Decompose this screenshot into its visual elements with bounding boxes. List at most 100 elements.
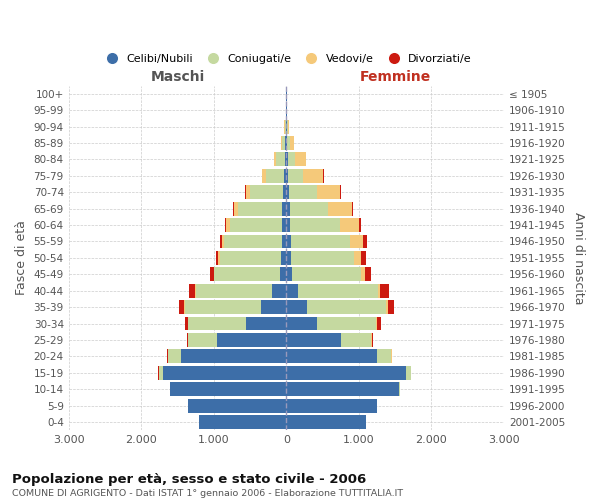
Bar bbox=[179, 300, 184, 314]
Bar bbox=[378, 284, 380, 298]
Bar bbox=[233, 202, 235, 215]
Bar bbox=[230, 218, 282, 232]
Bar bbox=[185, 300, 261, 314]
Text: COMUNE DI AGRIGENTO - Dati ISTAT 1° gennaio 2006 - Elaborazione TUTTITALIA.IT: COMUNE DI AGRIGENTO - Dati ISTAT 1° genn… bbox=[12, 489, 403, 498]
Bar bbox=[371, 333, 373, 347]
Bar bbox=[285, 152, 286, 166]
Bar bbox=[286, 316, 317, 330]
Bar bbox=[286, 251, 291, 265]
Bar bbox=[215, 251, 218, 265]
Bar bbox=[286, 333, 341, 347]
Bar bbox=[220, 251, 281, 265]
Bar bbox=[283, 186, 286, 199]
Bar bbox=[377, 316, 380, 330]
Bar bbox=[290, 234, 350, 248]
Y-axis label: Anni di nascita: Anni di nascita bbox=[572, 212, 585, 304]
Bar bbox=[361, 251, 366, 265]
Bar bbox=[287, 136, 290, 150]
Bar bbox=[303, 169, 323, 183]
Bar bbox=[286, 234, 290, 248]
Bar bbox=[286, 268, 292, 281]
Bar bbox=[288, 120, 289, 134]
Bar bbox=[168, 350, 181, 364]
Text: Popolazione per età, sesso e stato civile - 2006: Popolazione per età, sesso e stato civil… bbox=[12, 472, 366, 486]
Bar bbox=[272, 284, 286, 298]
Bar bbox=[386, 300, 388, 314]
Bar bbox=[286, 350, 377, 364]
Bar bbox=[282, 234, 286, 248]
Bar bbox=[188, 333, 217, 347]
Text: Maschi: Maschi bbox=[151, 70, 205, 84]
Bar bbox=[286, 136, 287, 150]
Bar bbox=[350, 234, 363, 248]
Bar bbox=[286, 169, 289, 183]
Bar bbox=[224, 218, 226, 232]
Bar bbox=[399, 382, 400, 396]
Bar bbox=[170, 382, 286, 396]
Bar bbox=[262, 169, 266, 183]
Bar bbox=[359, 218, 361, 232]
Bar bbox=[282, 218, 286, 232]
Bar bbox=[341, 333, 371, 347]
Bar bbox=[352, 202, 353, 215]
Bar bbox=[317, 186, 340, 199]
Bar bbox=[245, 186, 250, 199]
Bar bbox=[185, 316, 188, 330]
Bar bbox=[220, 234, 222, 248]
Bar bbox=[388, 300, 394, 314]
Bar bbox=[295, 152, 306, 166]
Bar bbox=[286, 218, 290, 232]
Bar bbox=[285, 120, 286, 134]
Bar bbox=[290, 218, 340, 232]
Bar bbox=[285, 136, 286, 150]
Bar bbox=[281, 251, 286, 265]
Bar bbox=[163, 366, 286, 380]
Bar bbox=[222, 234, 224, 248]
Bar bbox=[340, 218, 359, 232]
Bar bbox=[261, 300, 286, 314]
Bar bbox=[199, 415, 286, 429]
Bar bbox=[281, 136, 283, 150]
Bar bbox=[376, 316, 377, 330]
Bar bbox=[286, 186, 289, 199]
Bar bbox=[361, 268, 365, 281]
Bar bbox=[292, 268, 361, 281]
Bar bbox=[188, 316, 247, 330]
Bar bbox=[276, 152, 285, 166]
Bar bbox=[214, 268, 280, 281]
Legend: Celibi/Nubili, Coniugati/e, Vedovi/e, Divorziati/e: Celibi/Nubili, Coniugati/e, Vedovi/e, Di… bbox=[97, 50, 476, 68]
Bar bbox=[158, 366, 163, 380]
Bar bbox=[289, 169, 303, 183]
Bar bbox=[224, 234, 282, 248]
Bar bbox=[286, 415, 366, 429]
Bar bbox=[286, 152, 288, 166]
Bar bbox=[354, 251, 361, 265]
Bar bbox=[284, 169, 286, 183]
Bar bbox=[181, 350, 286, 364]
Bar bbox=[289, 186, 317, 199]
Bar bbox=[287, 120, 288, 134]
Bar bbox=[187, 333, 188, 347]
Bar bbox=[196, 284, 272, 298]
Bar bbox=[291, 251, 354, 265]
Bar bbox=[380, 284, 389, 298]
Bar bbox=[406, 366, 411, 380]
Bar bbox=[218, 251, 220, 265]
Bar bbox=[238, 202, 282, 215]
Bar bbox=[377, 350, 391, 364]
Text: Femmine: Femmine bbox=[359, 70, 431, 84]
Bar bbox=[190, 284, 195, 298]
Bar bbox=[217, 333, 286, 347]
Bar bbox=[290, 202, 328, 215]
Bar bbox=[266, 169, 284, 183]
Bar bbox=[282, 202, 286, 215]
Bar bbox=[286, 398, 377, 412]
Bar bbox=[283, 136, 285, 150]
Bar bbox=[274, 152, 276, 166]
Bar bbox=[247, 316, 286, 330]
Bar bbox=[210, 268, 214, 281]
Bar bbox=[286, 120, 287, 134]
Bar bbox=[250, 186, 283, 199]
Bar bbox=[286, 284, 298, 298]
Bar bbox=[365, 268, 371, 281]
